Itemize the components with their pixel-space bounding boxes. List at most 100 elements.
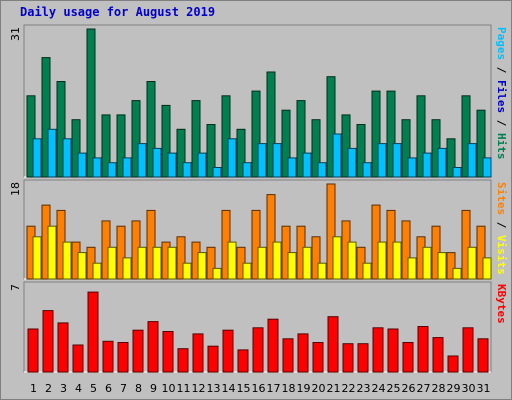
bar-visits-day-21	[326, 183, 336, 280]
bar-sites-day-17	[272, 241, 282, 280]
bar-sites-day-20	[317, 262, 327, 280]
x-tick-label: 22	[342, 382, 356, 395]
bar-sites-day-15	[242, 262, 252, 280]
x-tick-label: 4	[75, 382, 82, 395]
x-tick-label: 19	[297, 382, 311, 395]
bar-sites-day-16	[257, 246, 267, 280]
bar-visits-day-31	[476, 225, 486, 280]
x-tick-label: 3	[60, 382, 67, 395]
bar-hits-day-24	[371, 90, 381, 178]
bar-visits-day-11	[176, 236, 186, 280]
x-tick-label: 11	[177, 382, 191, 395]
bar-hits-day-23	[356, 124, 366, 178]
bar-hits-day-13	[206, 124, 216, 178]
bar-kbytes-day-25	[387, 328, 399, 373]
x-tick-label: 28	[432, 382, 446, 395]
bar-hits-day-16	[251, 90, 261, 178]
bar-sites-day-27	[422, 246, 432, 280]
bar-visits-day-9	[146, 209, 156, 280]
bar-hits-day-29	[446, 138, 456, 178]
bar-sites-day-23	[362, 262, 372, 280]
bar-visits-day-16	[251, 209, 261, 280]
bar-sites-day-31	[482, 257, 492, 280]
bar-files-day-28	[437, 147, 447, 178]
bar-kbytes-day-13	[207, 345, 219, 373]
series-kbytes	[27, 291, 489, 373]
bar-files-day-2	[47, 128, 57, 178]
bar-hits-day-15	[236, 128, 246, 178]
bar-hits-day-8	[131, 100, 141, 178]
bar-kbytes-day-16	[252, 327, 264, 373]
bar-files-day-13	[212, 167, 222, 178]
x-tick-label: 25	[387, 382, 401, 395]
x-tick-label: 20	[312, 382, 326, 395]
bar-sites-day-24	[377, 241, 387, 280]
chart-panels: 31 Pages / Files / Hits 18 Sites / Visits 7 K…	[9, 24, 508, 373]
bar-sites-day-8	[137, 246, 147, 280]
bar-sites-day-12	[197, 252, 207, 280]
bar-sites-day-26	[407, 257, 417, 280]
bar-sites-day-21	[332, 236, 342, 280]
bar-sites-day-29	[452, 267, 462, 280]
bar-hits-day-18	[281, 109, 291, 178]
bar-files-day-16	[257, 143, 267, 178]
chart-title: Daily usage for August 2019	[20, 5, 215, 19]
side-legend-part: Files	[495, 80, 508, 113]
bar-sites-day-7	[122, 257, 132, 280]
bar-kbytes-day-2	[42, 310, 54, 373]
x-tick-label: 16	[252, 382, 266, 395]
bar-hits-day-3	[56, 81, 66, 178]
bar-files-day-9	[152, 147, 162, 178]
bar-sites-day-25	[392, 241, 402, 280]
bar-kbytes-day-27	[417, 326, 429, 373]
bar-hits-day-17	[266, 71, 276, 178]
bar-visits-day-30	[461, 209, 471, 280]
x-tick-label: 12	[192, 382, 206, 395]
x-tick-label: 10	[162, 382, 176, 395]
bar-files-day-26	[407, 157, 417, 178]
bar-kbytes-day-19	[297, 333, 309, 373]
bar-hits-day-2	[41, 57, 51, 178]
x-tick-label: 2	[45, 382, 52, 395]
bar-sites-day-9	[152, 246, 162, 280]
bar-visits-day-20	[311, 236, 321, 280]
side-legend-part: Visits	[495, 235, 508, 275]
x-tick-label: 6	[105, 382, 112, 395]
bar-hits-day-30	[461, 95, 471, 178]
bar-visits-day-29	[446, 252, 456, 280]
bar-files-day-17	[272, 143, 282, 178]
bar-kbytes-day-29	[447, 355, 459, 373]
bar-files-day-6	[107, 162, 117, 178]
bar-files-day-12	[197, 152, 207, 178]
x-tick-label: 14	[222, 382, 236, 395]
panel-visits-sites: 18 Sites / Visits	[9, 179, 508, 280]
bar-files-day-8	[137, 143, 147, 178]
bar-files-day-19	[302, 152, 312, 178]
x-tick-label: 31	[477, 382, 491, 395]
bar-files-day-27	[422, 152, 432, 178]
panel-side-legend: Sites / Visits	[495, 182, 508, 275]
panel-max-label: 7	[9, 284, 22, 291]
bar-hits-day-14	[221, 95, 231, 178]
bar-sites-day-28	[437, 252, 447, 280]
bar-files-day-7	[122, 157, 132, 178]
bar-files-day-21	[332, 133, 342, 178]
x-tick-label: 7	[120, 382, 127, 395]
bar-sites-day-18	[287, 252, 297, 280]
x-tick-label: 17	[267, 382, 281, 395]
side-legend-part: KBytes	[495, 284, 508, 324]
bar-kbytes-day-8	[132, 329, 144, 373]
bar-hits-day-5	[86, 28, 96, 178]
bar-kbytes-day-1	[27, 328, 39, 373]
bar-files-day-10	[167, 152, 177, 178]
bar-kbytes-day-20	[312, 342, 324, 373]
bar-files-day-25	[392, 143, 402, 178]
bar-kbytes-day-30	[462, 327, 474, 373]
x-tick-label: 30	[462, 382, 476, 395]
bar-files-day-29	[452, 167, 462, 178]
bar-kbytes-day-22	[342, 343, 354, 373]
bar-sites-day-6	[107, 246, 117, 280]
bar-kbytes-day-24	[372, 327, 384, 373]
bar-sites-day-2	[47, 225, 57, 280]
